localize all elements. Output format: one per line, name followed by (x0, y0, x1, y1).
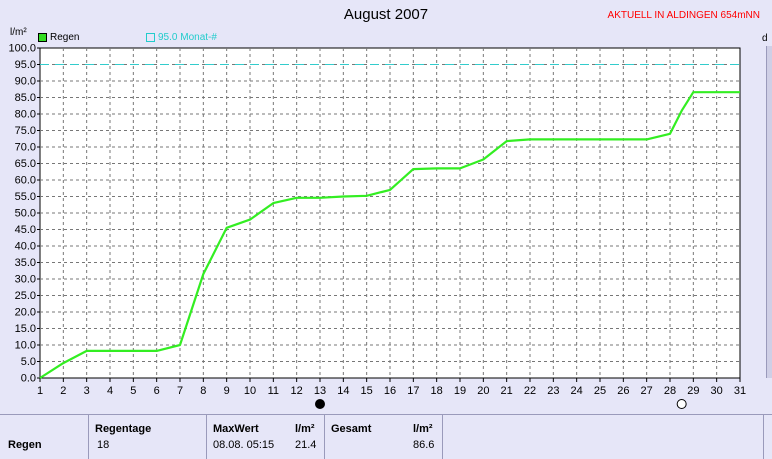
right-edge-label: d (762, 33, 768, 44)
x-tick-label: 31 (734, 385, 746, 397)
y-tick-labels: 0.0 5.0 10.0 15.0 20.0 25.0 30.0 35.0 40.0 45.0 50… (8, 43, 36, 385)
y-tick-label: 20.0 (15, 307, 36, 319)
y-tick-label: 95.0 (15, 59, 36, 71)
moon-markers (315, 399, 687, 409)
x-tick-label: 15 (361, 385, 373, 397)
y-tick-label: 10.0 (15, 340, 36, 352)
y-tick-label: 70.0 (15, 142, 36, 154)
chart-title: August 2007 (343, 6, 429, 23)
legend-reference-swatch (146, 33, 155, 42)
y-axis-label: l/m² (10, 27, 27, 38)
y-tick-label: 65.0 (15, 158, 36, 170)
x-tick-labels: 1 2 3 4 5 6 7 8 9 10 11 12 13 14 15 16 17 18 19 20 21 22 23 24 2… (37, 385, 746, 397)
y-tick-label: 5.0 (21, 356, 36, 368)
x-tick-label: 18 (431, 385, 443, 397)
y-tick-label: 30.0 (15, 274, 36, 286)
y-tick-label: 75.0 (15, 125, 36, 137)
y-tick-label: 45.0 (15, 224, 36, 236)
legend-rain-swatch (38, 33, 47, 42)
x-tick-label: 1 (37, 385, 43, 397)
y-tick-label: 85.0 (15, 92, 36, 104)
legend-reference-label: 95.0 Monat-# (158, 32, 217, 43)
rain-chart: 0.0 5.0 10.0 15.0 20.0 25.0 30.0 35.0 40.0 45.0 50… (8, 43, 746, 409)
legend-rain-label: Regen (50, 32, 80, 43)
series-line-regen (39, 91, 740, 379)
grid (37, 47, 741, 382)
new-moon-marker (315, 399, 325, 409)
y-tick-label: 25.0 (15, 290, 36, 302)
maxwert-label: MaxWert (213, 423, 259, 435)
x-tick-label: 3 (84, 385, 90, 397)
y-tick-label: 80.0 (15, 109, 36, 121)
regentage-label: Regentage (95, 423, 152, 435)
x-tick-label: 12 (291, 385, 303, 397)
stat-gesamt: Gesamt l/m² 86.6 (324, 415, 442, 459)
x-tick-label: 25 (594, 385, 606, 397)
y-tick-label: 100.0 (8, 43, 36, 55)
x-tick-label: 13 (314, 385, 326, 397)
maxwert-value: 21.4 (295, 439, 317, 451)
y-tick-label: 55.0 (15, 191, 36, 203)
y-tick-label: 50.0 (15, 208, 36, 220)
stats-panel: Regen Regentage 18 MaxWert l/m² 08.08. 0… (0, 414, 772, 459)
x-tick-label: 10 (244, 385, 256, 397)
y-tick-label: 0.0 (21, 373, 36, 385)
x-tick-label: 7 (177, 385, 183, 397)
x-tick-label: 17 (407, 385, 419, 397)
maxwert-unit: l/m² (295, 423, 315, 435)
x-tick-label: 24 (571, 385, 583, 397)
x-tick-label: 22 (524, 385, 536, 397)
x-tick-label: 9 (224, 385, 230, 397)
x-tick-label: 2 (60, 385, 66, 397)
stats-row-label: Regen (8, 439, 42, 451)
x-tick-label: 8 (200, 385, 206, 397)
x-tick-label: 20 (477, 385, 489, 397)
x-tick-label: 11 (268, 385, 279, 397)
y-tick-label: 40.0 (15, 241, 36, 253)
x-tick-label: 19 (454, 385, 466, 397)
x-tick-label: 6 (154, 385, 160, 397)
x-tick-label: 27 (641, 385, 653, 397)
series-layer (39, 91, 740, 379)
x-tick-label: 28 (664, 385, 676, 397)
x-tick-label: 21 (501, 385, 513, 397)
x-tick-label: 30 (711, 385, 723, 397)
x-tick-label: 16 (384, 385, 396, 397)
stat-maxwert: MaxWert l/m² 08.08. 05:15 21.4 (206, 415, 324, 459)
stat-regentage: Regentage 18 (88, 415, 206, 459)
gesamt-label: Gesamt (331, 423, 372, 435)
legend-rain: Regen (38, 32, 79, 43)
stat-empty (442, 415, 764, 459)
legend-reference: 95.0 Monat-# (146, 32, 217, 43)
x-tick-label: 23 (547, 385, 559, 397)
x-tick-label: 14 (337, 385, 349, 397)
y-tick-label: 35.0 (15, 257, 36, 269)
scrollbar-edge[interactable] (766, 46, 772, 378)
station-label: AKTUELL IN ALDINGEN 654mNN (607, 10, 760, 21)
maxwert-time: 08.08. 05:15 (213, 439, 275, 451)
x-tick-label: 5 (130, 385, 136, 397)
regentage-value: 18 (97, 439, 110, 451)
y-tick-label: 15.0 (15, 323, 36, 335)
y-tick-label: 90.0 (15, 76, 36, 88)
gesamt-value: 86.6 (413, 439, 435, 451)
x-tick-label: 4 (107, 385, 113, 397)
y-tick-label: 60.0 (15, 175, 36, 187)
x-tick-label: 29 (687, 385, 699, 397)
gesamt-unit: l/m² (413, 423, 433, 435)
x-tick-label: 26 (617, 385, 629, 397)
full-moon-marker (676, 399, 687, 409)
